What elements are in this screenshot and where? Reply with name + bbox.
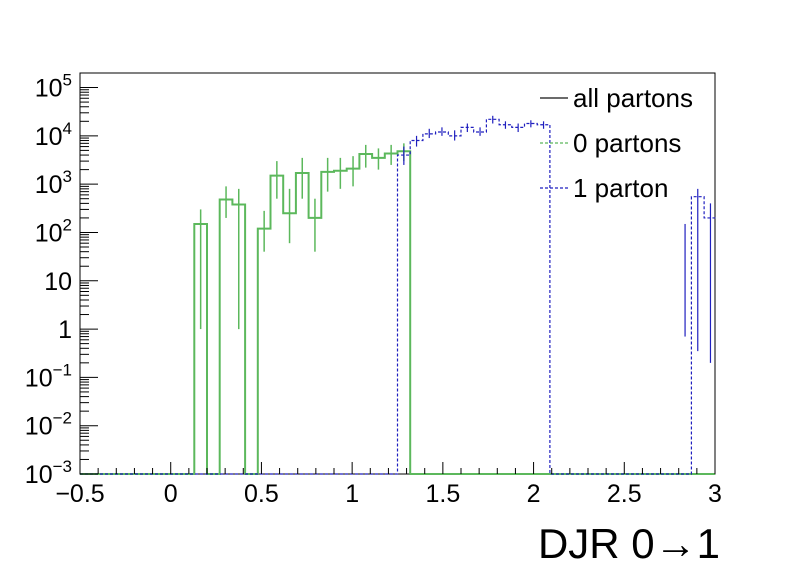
x-tick-label: 1 (345, 480, 359, 508)
x-tick-label: 2.5 (607, 480, 642, 508)
series-layer (80, 115, 717, 475)
y-tick-base: 10 (35, 123, 63, 151)
y-tick-label: 10−1 (25, 360, 72, 392)
y-tick-base: 10 (25, 413, 53, 441)
x-tick-label: 0 (164, 480, 178, 508)
legend: all partons 0 partons 1 parton (540, 83, 693, 203)
y-tick-base: 10 (44, 268, 72, 296)
y-tick-exponent: −2 (53, 409, 72, 428)
x-axis-title: DJR 0→1 (538, 520, 720, 567)
y-tick-base: 10 (25, 461, 53, 489)
y-tick-label: 104 (35, 119, 72, 151)
y-tick-exponent: 4 (63, 119, 72, 138)
y-tick-label: 10 (44, 268, 72, 296)
legend-label: 1 parton (573, 173, 668, 203)
y-tick-label: 102 (35, 215, 72, 247)
y-tick-exponent: 2 (63, 215, 72, 234)
y-tick-base: 10 (35, 75, 63, 103)
x-tick-label: 3 (708, 480, 722, 508)
x-tick-label: 2 (527, 480, 541, 508)
y-tick-base: 10 (35, 219, 63, 247)
y-tick-base: 1 (58, 316, 72, 344)
x-tick-label: −0.5 (55, 480, 104, 508)
x-tick-label: 1.5 (425, 480, 460, 508)
y-tick-exponent: 5 (63, 71, 72, 90)
axis-layer: −0.5 0 0.5 1 1.5 2 2.5 310−310−210−111010210310… (25, 71, 722, 508)
y-tick-label: 10−2 (25, 409, 72, 441)
y-tick-label: 10−3 (25, 457, 72, 489)
y-tick-label: 103 (35, 167, 72, 199)
y-tick-exponent: −1 (53, 360, 72, 379)
y-tick-exponent: −3 (53, 457, 72, 476)
x-tick-label: 0.5 (244, 480, 279, 508)
y-tick-exponent: 3 (63, 167, 72, 186)
y-tick-label: 105 (35, 71, 72, 103)
legend-label: all partons (573, 83, 693, 113)
y-tick-base: 10 (25, 364, 53, 392)
legend-label: 0 partons (573, 128, 681, 158)
y-tick-base: 10 (35, 171, 63, 199)
y-tick-label: 1 (58, 316, 72, 344)
